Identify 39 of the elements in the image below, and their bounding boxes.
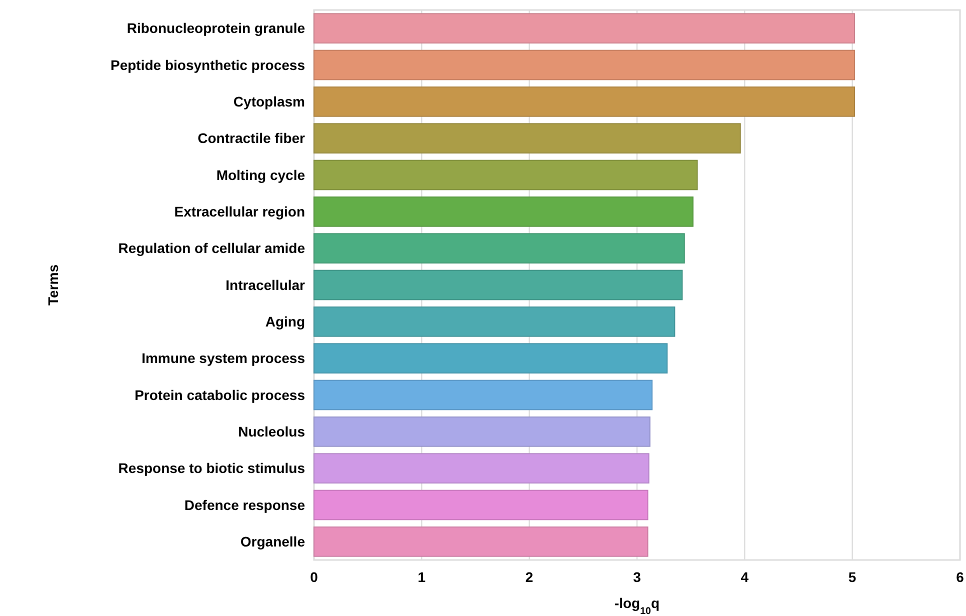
y-tick-label: Extracellular region	[174, 204, 305, 220]
bar	[314, 380, 653, 410]
y-tick-label: Peptide biosynthetic process	[110, 56, 306, 73]
x-tick-label: 1	[418, 569, 426, 585]
y-tick-label: Organelle	[240, 534, 306, 550]
x-tick-label: 0	[310, 569, 318, 585]
y-tick-label: Regulation of cellular amide	[118, 240, 306, 256]
bar	[314, 343, 668, 374]
y-tick-label: Immune system process	[142, 350, 306, 366]
y-tick-label: Contractile fiber	[198, 130, 306, 146]
bar	[314, 50, 855, 80]
y-tick-label: Cytoplasm	[233, 94, 305, 110]
bar	[314, 123, 741, 154]
y-tick-label: Ribonucleoprotein granule	[126, 20, 306, 36]
y-tick-label: Nucleolus	[238, 424, 306, 440]
x-tick-label: 2	[525, 569, 534, 585]
bar	[314, 306, 676, 337]
bar	[314, 490, 648, 520]
bar	[314, 86, 855, 117]
x-tick-label: 4	[740, 569, 749, 585]
bar	[314, 13, 855, 44]
y-tick-label: Protein catabolic process	[134, 386, 306, 403]
x-axis-title: -log$_{10}$q	[614, 595, 660, 616]
bar	[314, 270, 683, 300]
y-tick-label: Defence response	[184, 496, 306, 513]
bar	[314, 526, 648, 557]
bar	[314, 416, 650, 447]
bar	[314, 160, 698, 190]
y-tick-label: Intracellular	[226, 276, 306, 293]
x-tick-label: 3	[633, 569, 642, 585]
y-tick-label: Aging	[265, 314, 305, 330]
bar	[314, 233, 685, 264]
y-tick-label: Molting cycle	[216, 166, 306, 183]
x-tick-label: 6	[956, 569, 964, 585]
y-axis-title: Terms	[45, 264, 61, 306]
bar	[314, 453, 650, 484]
x-tick-label: 5	[848, 569, 856, 585]
y-tick-label: Response to biotic stimulus	[118, 460, 306, 476]
bar	[314, 196, 694, 227]
